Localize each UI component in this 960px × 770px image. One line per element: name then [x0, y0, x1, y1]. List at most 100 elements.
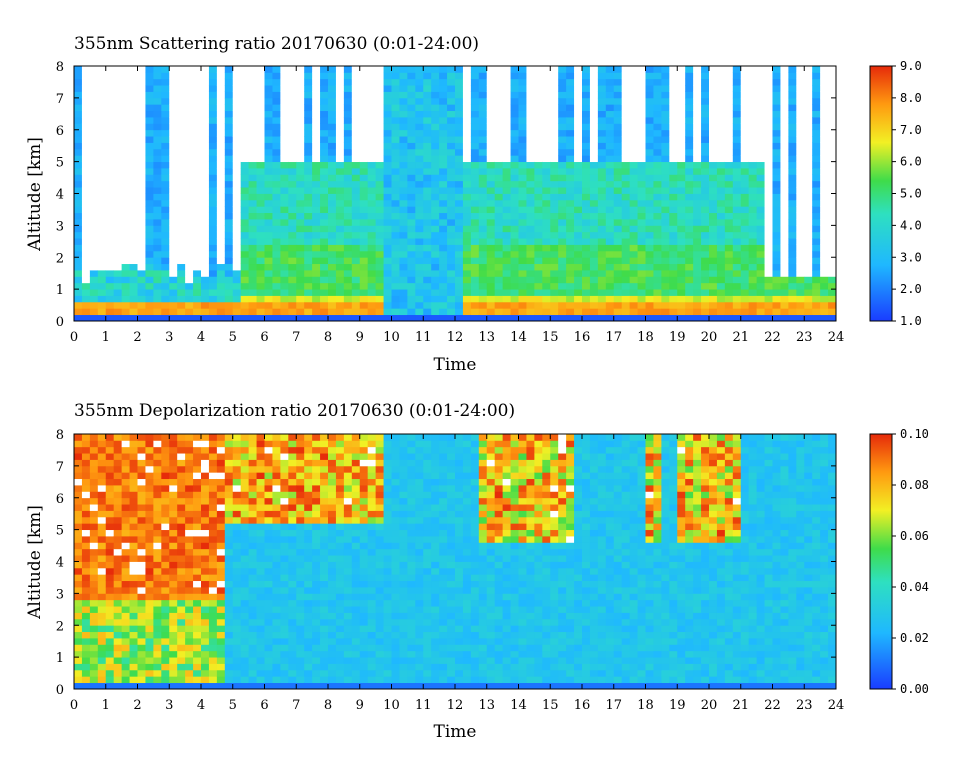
- heatmap-cell: [589, 91, 599, 99]
- heatmap-cell: [185, 212, 194, 220]
- heatmap-cell: [613, 148, 623, 156]
- heatmap-cell: [669, 110, 678, 118]
- heatmap-cell: [510, 66, 519, 73]
- heatmap-cell: [272, 593, 281, 601]
- heatmap-cell: [97, 117, 107, 124]
- heatmap-cell: [240, 618, 250, 626]
- heatmap-cell: [177, 516, 186, 524]
- heatmap-cell: [169, 136, 178, 143]
- heatmap-cell: [232, 682, 242, 690]
- heatmap-cell: [177, 523, 186, 531]
- heatmap-cell: [193, 638, 202, 645]
- heatmap-cell: [788, 161, 797, 169]
- heatmap-cell: [121, 244, 130, 252]
- heatmap-cell: [296, 250, 305, 258]
- heatmap-cell: [216, 650, 226, 658]
- heatmap-cell: [193, 199, 202, 207]
- heatmap-cell: [248, 676, 257, 684]
- heatmap-cell: [240, 644, 250, 652]
- heatmap-cell: [193, 580, 202, 588]
- heatmap-cell: [621, 91, 631, 99]
- heatmap-cell: [240, 91, 250, 99]
- heatmap-cell: [582, 187, 591, 194]
- heatmap-cell: [304, 78, 313, 86]
- heatmap-cell: [431, 142, 440, 150]
- heatmap-cell: [248, 644, 257, 652]
- heatmap-cell: [423, 180, 432, 188]
- heatmap-cell: [780, 263, 789, 271]
- heatmap-cell: [542, 206, 551, 214]
- heatmap-cell: [732, 199, 742, 207]
- heatmap-cell: [693, 212, 702, 220]
- heatmap-cell: [320, 238, 329, 245]
- heatmap-cell: [145, 91, 154, 99]
- heatmap-cell: [145, 199, 154, 207]
- x-tick-label: 23: [796, 330, 813, 345]
- heatmap-cell: [129, 440, 138, 448]
- heatmap-cell: [97, 270, 107, 277]
- heatmap-cell: [478, 193, 488, 201]
- heatmap-cell: [208, 212, 218, 220]
- heatmap-cell: [193, 193, 202, 201]
- heatmap-cell: [502, 168, 511, 175]
- heatmap-cell: [740, 199, 750, 207]
- heatmap-cell: [486, 148, 496, 156]
- heatmap-cell: [724, 91, 734, 99]
- heatmap-cell: [312, 238, 321, 245]
- heatmap-cell: [248, 625, 257, 633]
- heatmap-cell: [161, 625, 170, 633]
- heatmap-cell: [518, 199, 527, 207]
- heatmap-cell: [177, 148, 186, 156]
- heatmap-cell: [137, 631, 146, 639]
- heatmap-cell: [153, 199, 162, 207]
- heatmap-cell: [351, 276, 361, 284]
- heatmap-cell: [502, 193, 511, 201]
- heatmap-cell: [185, 78, 194, 86]
- heatmap-cell: [669, 212, 678, 220]
- heatmap-cell: [399, 238, 408, 245]
- heatmap-cell: [161, 446, 170, 454]
- heatmap-cell: [685, 97, 694, 105]
- heatmap-cell: [240, 516, 250, 524]
- heatmap-cell: [81, 478, 91, 486]
- heatmap-cell: [264, 625, 273, 633]
- heatmap-cell: [105, 263, 115, 271]
- heatmap-cell: [359, 136, 369, 143]
- heatmap-cell: [351, 148, 361, 156]
- heatmap-cell: [391, 72, 400, 80]
- heatmap-cell: [304, 219, 313, 226]
- x-tick-label: 12: [447, 330, 464, 345]
- heatmap-cell: [272, 110, 281, 118]
- heatmap-cell: [232, 593, 242, 601]
- heatmap-cell: [185, 301, 194, 309]
- heatmap-cell: [629, 257, 638, 265]
- heatmap-cell: [177, 682, 186, 690]
- heatmap-cell: [772, 110, 781, 118]
- heatmap-cell: [534, 250, 543, 258]
- heatmap-cell: [478, 263, 488, 271]
- heatmap-cell: [653, 66, 662, 73]
- heatmap-cell: [153, 289, 162, 296]
- heatmap-cell: [121, 225, 130, 233]
- heatmap-cell: [613, 78, 623, 86]
- heatmap-cell: [185, 599, 194, 607]
- heatmap-cell: [526, 78, 535, 86]
- heatmap-cell: [693, 129, 702, 137]
- heatmap-cell: [566, 104, 575, 112]
- heatmap-cell: [534, 301, 543, 309]
- heatmap-cell: [764, 270, 773, 277]
- heatmap-cell: [589, 142, 599, 150]
- heatmap-cell: [193, 148, 202, 156]
- heatmap-cell: [312, 276, 321, 284]
- heatmap-cell: [296, 301, 305, 309]
- heatmap-cell: [256, 529, 265, 537]
- heatmap-cell: [153, 104, 162, 112]
- heatmap-cell: [582, 66, 591, 73]
- heatmap-cell: [780, 199, 789, 207]
- heatmap-cell: [391, 250, 400, 258]
- heatmap-cell: [81, 618, 91, 626]
- heatmap-cell: [542, 66, 551, 73]
- heatmap-cell: [605, 148, 615, 156]
- heatmap-cell: [256, 231, 265, 239]
- heatmap-cell: [97, 599, 107, 607]
